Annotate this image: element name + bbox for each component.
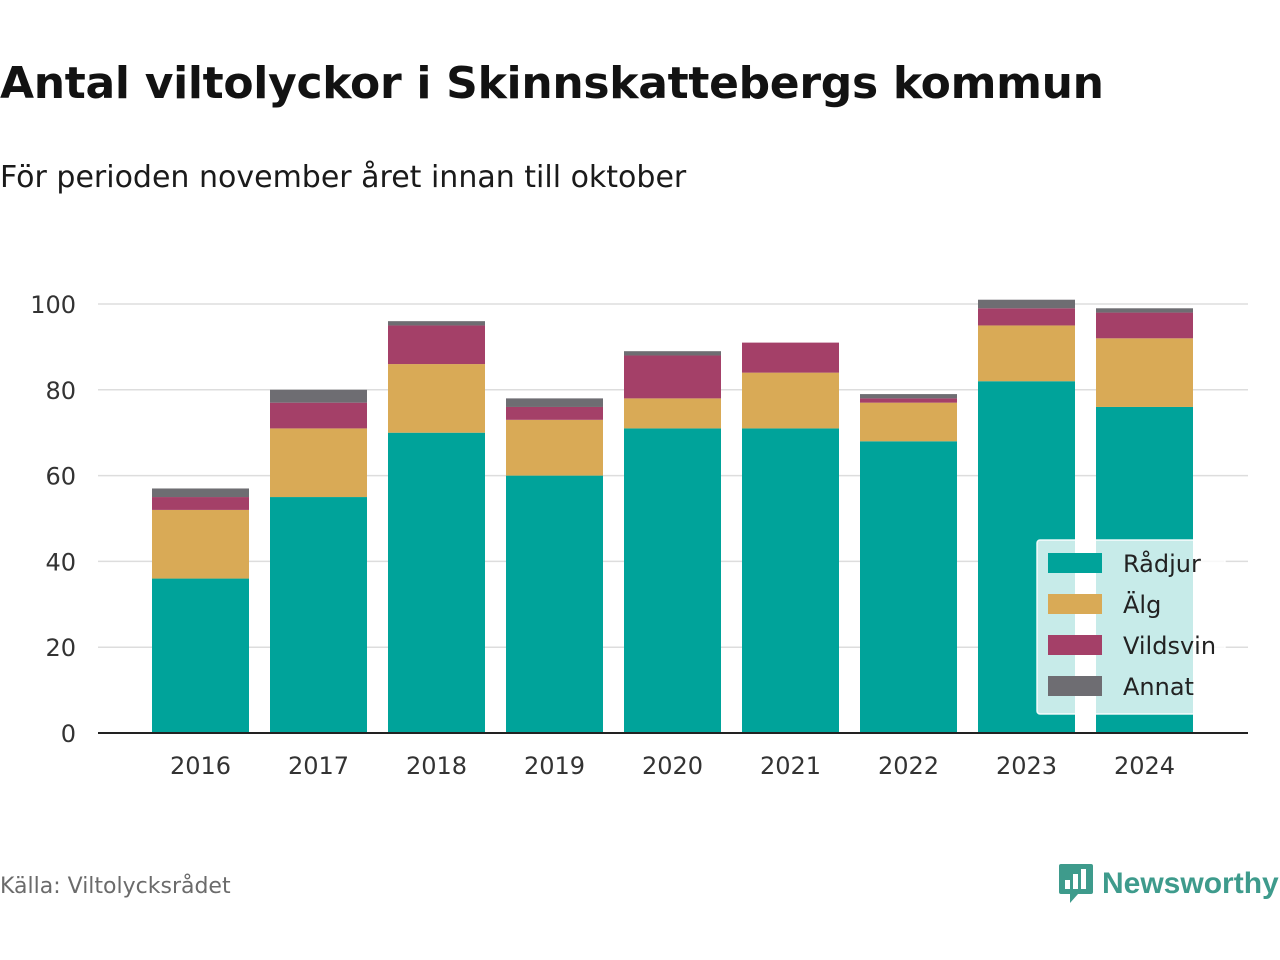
brand-logo: Newsworthy bbox=[1058, 862, 1279, 906]
bar-segment bbox=[270, 389, 367, 403]
x-tick-label: 2022 bbox=[878, 752, 939, 780]
bar-segment bbox=[506, 419, 603, 476]
legend-label: Älg bbox=[1123, 590, 1161, 619]
legend-label: Annat bbox=[1123, 673, 1194, 701]
bar-segment bbox=[624, 398, 721, 429]
bar-segment bbox=[624, 351, 721, 356]
x-tick-label: 2020 bbox=[642, 752, 703, 780]
bar-segment bbox=[1096, 338, 1193, 407]
legend-swatch bbox=[1048, 676, 1102, 696]
bar-segment bbox=[506, 475, 603, 733]
bar-segment bbox=[388, 321, 485, 326]
y-tick-label: 100 bbox=[30, 291, 76, 319]
bar-segment bbox=[388, 432, 485, 733]
bar-segment bbox=[978, 325, 1075, 382]
bar-segment bbox=[270, 402, 367, 429]
x-tick-label: 2018 bbox=[406, 752, 467, 780]
legend-swatch bbox=[1048, 594, 1102, 614]
legend-label: Rådjur bbox=[1123, 549, 1201, 578]
bar-segment bbox=[270, 497, 367, 733]
bar-segment bbox=[978, 308, 1075, 326]
bar-segment bbox=[624, 428, 721, 733]
bar-segment bbox=[152, 497, 249, 510]
newsworthy-logo-icon bbox=[1059, 864, 1093, 903]
bar-segment bbox=[388, 364, 485, 433]
bar-segment bbox=[742, 428, 839, 733]
x-tick-label: 2019 bbox=[524, 752, 585, 780]
legend-swatch bbox=[1048, 553, 1102, 573]
bar-segment bbox=[506, 398, 603, 407]
bar-segment bbox=[742, 372, 839, 429]
y-tick-label: 20 bbox=[45, 634, 76, 662]
bar-segment bbox=[860, 394, 957, 399]
bar-segment bbox=[624, 355, 721, 399]
x-tick-label: 2017 bbox=[288, 752, 349, 780]
y-tick-label: 80 bbox=[45, 377, 76, 405]
bar-segment bbox=[270, 428, 367, 498]
bar-segment bbox=[742, 342, 839, 373]
legend-box bbox=[1036, 539, 1226, 715]
brand-name: Newsworthy bbox=[1102, 867, 1279, 900]
bar-segment bbox=[152, 578, 249, 733]
bar-segment bbox=[860, 441, 957, 733]
x-tick-label: 2021 bbox=[760, 752, 821, 780]
y-tick-label: 0 bbox=[61, 720, 76, 748]
legend-label: Vildsvin bbox=[1123, 632, 1216, 660]
x-tick-label: 2024 bbox=[1114, 752, 1175, 780]
bar-segment bbox=[860, 398, 957, 403]
bar-segment bbox=[388, 325, 485, 365]
bar-segment bbox=[152, 509, 249, 579]
bar-segment bbox=[506, 406, 603, 420]
legend-swatch bbox=[1048, 635, 1102, 655]
x-tick-label: 2016 bbox=[170, 752, 231, 780]
x-tick-label: 2023 bbox=[996, 752, 1057, 780]
bar-segment bbox=[860, 402, 957, 442]
bar-segment bbox=[978, 299, 1075, 309]
bar-segment bbox=[1096, 308, 1193, 313]
bar-segment bbox=[1096, 312, 1193, 339]
source-note: Källa: Viltolycksrådet bbox=[0, 874, 231, 899]
chart-subtitle: För perioden november året innan till ok… bbox=[0, 160, 687, 195]
y-tick-label: 60 bbox=[45, 463, 76, 491]
chart-title: Antal viltolyckor i Skinnskattebergs kom… bbox=[0, 58, 1104, 109]
y-tick-label: 40 bbox=[45, 548, 76, 576]
bar-segment bbox=[152, 488, 249, 498]
